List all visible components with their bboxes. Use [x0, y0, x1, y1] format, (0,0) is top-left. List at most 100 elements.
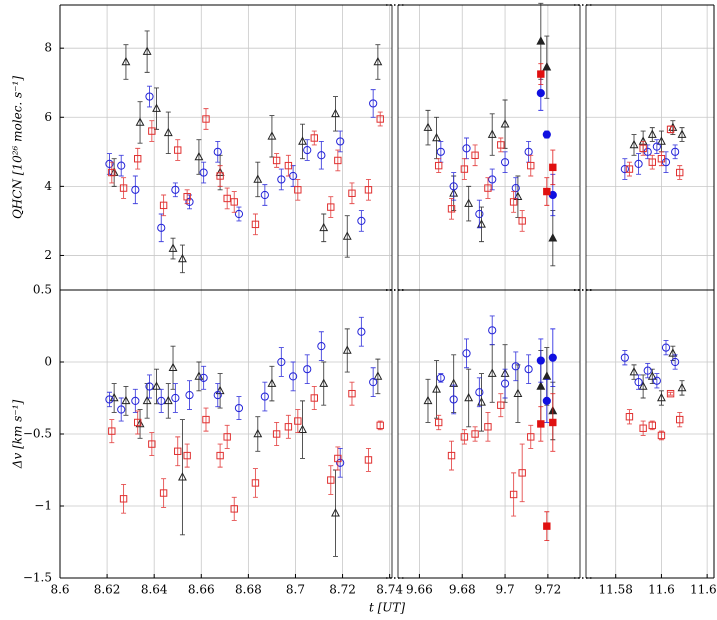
- x-tick-label: 8.66: [188, 583, 215, 597]
- data-point: [518, 469, 526, 477]
- data-point: [108, 427, 116, 435]
- data-point: [152, 103, 161, 112]
- data-point: [629, 367, 639, 376]
- error-bar: [375, 358, 381, 395]
- data-point: [543, 522, 551, 530]
- data-point: [327, 203, 335, 211]
- error-bar: [236, 396, 242, 421]
- data-point: [464, 392, 474, 402]
- error-bar: [476, 199, 482, 229]
- data-point: [251, 220, 260, 229]
- data-point: [500, 158, 510, 167]
- error-bar: [365, 179, 371, 201]
- data-point: [462, 349, 471, 358]
- error-bar: [118, 397, 124, 422]
- error-bar: [464, 137, 470, 160]
- data-point: [497, 401, 505, 409]
- data-point: [119, 184, 128, 192]
- error-bar: [438, 373, 444, 383]
- error-bar: [672, 144, 678, 160]
- x-tick-label: 9.7: [496, 583, 515, 597]
- error-bar: [479, 373, 485, 432]
- data-point: [215, 385, 225, 395]
- data-point: [183, 193, 191, 201]
- data-point: [134, 418, 142, 427]
- y-tick-label: 0.5: [33, 283, 52, 297]
- data-point: [317, 342, 326, 351]
- error-bar: [311, 386, 317, 410]
- error-bar: [109, 161, 115, 184]
- y-tick-label: 6: [44, 110, 52, 124]
- error-bar: [649, 154, 655, 170]
- data-point: [230, 198, 238, 206]
- data-point: [668, 122, 678, 131]
- data-point: [260, 190, 269, 200]
- error-bar: [489, 315, 495, 346]
- data-point: [202, 115, 210, 123]
- data-point: [336, 458, 345, 467]
- error-bar: [663, 151, 669, 173]
- data-point: [423, 122, 433, 131]
- y-tick-label: 2: [44, 248, 52, 262]
- x-tick-label: 8.68: [235, 583, 262, 597]
- error-bar: [111, 158, 117, 187]
- x-axis-label: t [UT]: [369, 601, 405, 615]
- error-bar: [252, 468, 258, 498]
- error-bar: [170, 345, 176, 390]
- error-bar: [425, 378, 431, 423]
- x-tick-label: 11.6: [648, 583, 675, 597]
- y-tick-label: 0: [44, 355, 52, 369]
- x-tick-label: 11.62: [690, 583, 717, 597]
- error-bar: [658, 151, 664, 167]
- data-point: [475, 209, 484, 219]
- data-point: [163, 395, 173, 405]
- data-point: [625, 165, 634, 173]
- data-point: [272, 156, 281, 165]
- axis-frame: [586, 4, 715, 291]
- data-point: [135, 117, 145, 126]
- error-bar: [349, 182, 355, 205]
- error-bar: [285, 414, 291, 439]
- error-bar: [187, 194, 193, 210]
- y-tick-label: −1: [34, 499, 52, 513]
- error-bar: [425, 109, 431, 146]
- error-bar: [224, 187, 230, 210]
- error-bar: [132, 175, 138, 205]
- data-point: [310, 134, 318, 142]
- error-bar: [519, 443, 525, 503]
- error-bar: [252, 213, 258, 236]
- data-point: [543, 187, 551, 196]
- data-point: [460, 165, 469, 173]
- data-point: [185, 197, 194, 207]
- data-point: [364, 186, 373, 194]
- data-point: [652, 142, 661, 151]
- data-point: [267, 378, 277, 387]
- error-bar: [318, 331, 324, 362]
- error-bar: [278, 168, 284, 191]
- data-point: [524, 365, 533, 374]
- data-point: [464, 198, 474, 207]
- data-point: [471, 151, 479, 159]
- data-point: [634, 159, 643, 169]
- data-point: [108, 168, 116, 177]
- error-bar: [498, 393, 504, 418]
- axis-frame: [586, 289, 715, 579]
- error-bar: [224, 424, 230, 449]
- data-point: [159, 489, 168, 497]
- data-point: [178, 472, 187, 481]
- error-bar: [321, 213, 327, 243]
- data-point: [342, 231, 352, 240]
- error-bar: [677, 165, 683, 180]
- data-point: [657, 155, 666, 163]
- data-point: [223, 194, 231, 203]
- data-point: [284, 161, 293, 170]
- y-tick-label: 8: [44, 41, 52, 55]
- data-point: [527, 433, 535, 441]
- error-bar: [175, 139, 181, 161]
- error-bar: [262, 184, 268, 206]
- error-bar: [187, 380, 193, 410]
- error-bar: [285, 154, 291, 177]
- data-point: [234, 403, 244, 413]
- error-bar: [290, 361, 296, 392]
- data-point: [157, 223, 166, 232]
